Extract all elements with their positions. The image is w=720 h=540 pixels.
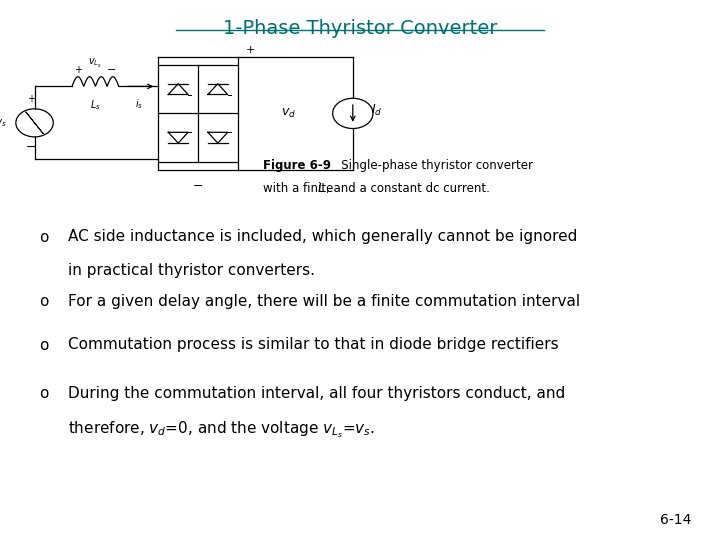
Text: −: − [26,141,36,154]
Text: in practical thyristor converters.: in practical thyristor converters. [68,263,315,278]
Bar [158,65,238,162]
Text: 1-Phase Thyristor Converter: 1-Phase Thyristor Converter [222,19,498,38]
Text: −: − [107,64,117,75]
Text: During the commutation interval, all four thyristors conduct, and: During the commutation interval, all fou… [68,386,566,401]
Text: 6-14: 6-14 [660,512,691,526]
Text: −: − [193,180,203,193]
Text: o: o [40,386,49,401]
Text: For a given delay angle, there will be a finite commutation interval: For a given delay angle, there will be a… [68,294,580,309]
Text: $v_d$: $v_d$ [281,107,295,120]
Text: AC side inductance is included, which generally cannot be ignored: AC side inductance is included, which ge… [68,230,577,245]
Text: Commutation process is similar to that in diode bridge rectifiers: Commutation process is similar to that i… [68,338,559,353]
Text: +: + [74,64,82,75]
Text: Single-phase thyristor converter: Single-phase thyristor converter [330,159,534,172]
Text: $v_{L_s}$: $v_{L_s}$ [89,57,102,70]
Text: L: L [318,182,324,195]
Text: o: o [40,230,49,245]
Text: $v_s$: $v_s$ [0,117,7,129]
Text: o: o [40,294,49,309]
Text: $i_s$: $i_s$ [135,97,143,111]
Text: o: o [40,338,49,353]
Text: Figure 6-9: Figure 6-9 [263,159,330,172]
Text: $I_d$: $I_d$ [371,103,382,118]
Text: +: + [246,45,256,55]
Text: , and a constant dc current.: , and a constant dc current. [326,182,490,195]
Text: +: + [27,94,35,105]
Text: $L_s$: $L_s$ [90,98,101,112]
Text: therefore, $v_d$=0, and the voltage $v_{L_s}$=$v_s$.: therefore, $v_d$=0, and the voltage $v_{… [68,420,376,440]
Text: with a finite: with a finite [263,182,337,195]
